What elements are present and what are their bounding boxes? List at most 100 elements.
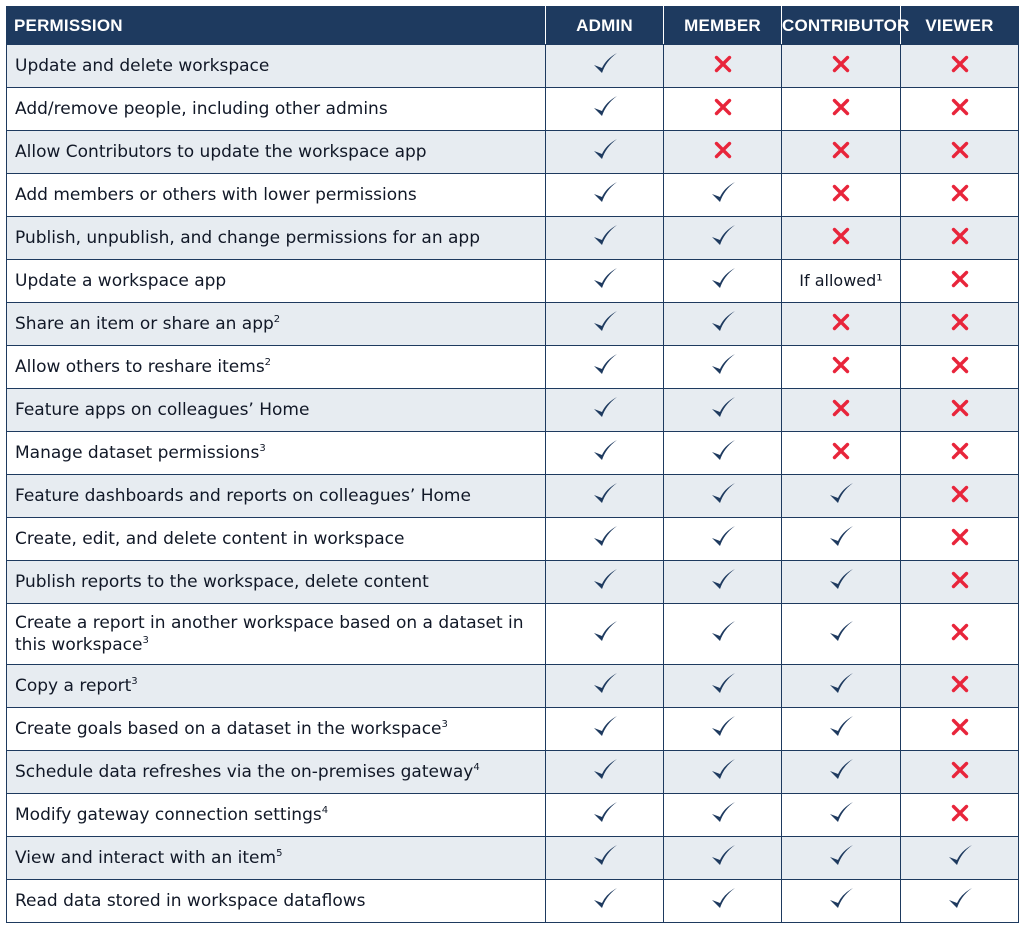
cell-viewer (900, 517, 1019, 561)
cross-icon (832, 399, 850, 422)
permission-label: Modify gateway connection settings4 (6, 793, 546, 837)
cell-admin (545, 173, 664, 217)
column-header-viewer: VIEWER (900, 6, 1019, 45)
permission-text: Feature dashboards and reports on collea… (15, 486, 471, 506)
check-icon (591, 800, 619, 831)
check-icon (591, 524, 619, 555)
cell-member (663, 302, 782, 346)
cell-contributor (781, 345, 901, 389)
permission-text: Feature apps on colleagues’ Home (15, 400, 310, 420)
cross-icon (951, 675, 969, 698)
cell-contributor (781, 793, 901, 837)
footnote-marker: 4 (321, 805, 329, 816)
cell-contributor (781, 431, 901, 475)
table-row: Manage dataset permissions3 (6, 431, 1019, 475)
cross-icon (951, 227, 969, 250)
footnote-marker: 2 (264, 357, 272, 368)
check-icon (709, 619, 737, 650)
cell-member (663, 560, 782, 604)
permission-label: Manage dataset permissions3 (6, 431, 546, 475)
permission-label: Share an item or share an app2 (6, 302, 546, 346)
check-icon (709, 223, 737, 254)
permission-text: Schedule data refreshes via the on-premi… (15, 762, 474, 782)
cell-admin (545, 707, 664, 751)
cell-viewer (900, 560, 1019, 604)
cell-contributor (781, 879, 901, 923)
permission-label: Add/remove people, including other admin… (6, 87, 546, 131)
cell-member (663, 388, 782, 432)
check-icon (709, 524, 737, 555)
permission-label: Add members or others with lower permiss… (6, 173, 546, 217)
check-icon (709, 757, 737, 788)
cell-contributor (781, 216, 901, 260)
cross-icon (832, 313, 850, 336)
cell-member (663, 345, 782, 389)
cell-member (663, 259, 782, 303)
cell-admin (545, 388, 664, 432)
column-header-admin: ADMIN (545, 6, 664, 45)
cross-icon (951, 804, 969, 827)
cell-admin (545, 664, 664, 708)
check-icon (591, 671, 619, 702)
permission-text: Modify gateway connection settings (15, 805, 322, 825)
check-icon (591, 180, 619, 211)
cell-contributor (781, 173, 901, 217)
check-icon (827, 757, 855, 788)
permission-text: Allow Contributors to update the workspa… (15, 142, 427, 162)
cell-contributor (781, 87, 901, 131)
cell-contributor (781, 44, 901, 88)
permission-text: Allow others to reshare items (15, 357, 265, 377)
check-icon (709, 800, 737, 831)
cell-admin (545, 431, 664, 475)
check-icon (827, 843, 855, 874)
cell-admin (545, 879, 664, 923)
permission-label: Create goals based on a dataset in the w… (6, 707, 546, 751)
cell-viewer (900, 302, 1019, 346)
check-icon (591, 266, 619, 297)
check-icon (709, 843, 737, 874)
permission-text: Copy a report (15, 676, 132, 696)
cell-admin (545, 302, 664, 346)
permission-label: Feature dashboards and reports on collea… (6, 474, 546, 518)
check-icon (591, 481, 619, 512)
cell-contributor (781, 836, 901, 880)
cross-icon (951, 718, 969, 741)
cell-member (663, 130, 782, 174)
cross-icon (951, 270, 969, 293)
permission-text: Create goals based on a dataset in the w… (15, 719, 442, 739)
check-icon (827, 524, 855, 555)
permission-label: Copy a report3 (6, 664, 546, 708)
cell-viewer (900, 431, 1019, 475)
check-icon (827, 800, 855, 831)
check-icon (591, 51, 619, 82)
cell-member (663, 431, 782, 475)
permission-text: Publish, unpublish, and change permissio… (15, 228, 481, 248)
permission-text: Manage dataset permissions (15, 443, 260, 463)
cell-contributor (781, 603, 901, 665)
permissions-table-body: Update and delete workspace Add/remove pe… (6, 44, 1019, 923)
check-icon (591, 843, 619, 874)
cell-member (663, 603, 782, 665)
cell-admin (545, 474, 664, 518)
permission-label: Allow Contributors to update the workspa… (6, 130, 546, 174)
table-row: Feature dashboards and reports on collea… (6, 474, 1019, 518)
cell-admin (545, 87, 664, 131)
check-icon (946, 886, 974, 917)
footnote-marker: 3 (259, 443, 266, 454)
cross-icon (951, 399, 969, 422)
cell-member (663, 707, 782, 751)
permission-label: Read data stored in workspace dataflows (6, 879, 546, 923)
cell-viewer (900, 130, 1019, 174)
cell-viewer (900, 87, 1019, 131)
conditional-note: If allowed¹ (799, 271, 883, 290)
table-row: Allow others to reshare items2 (6, 345, 1019, 389)
cell-viewer (900, 173, 1019, 217)
column-header-member: MEMBER (663, 6, 782, 45)
cell-admin (545, 560, 664, 604)
cell-member (663, 216, 782, 260)
footnote-marker: 2 (273, 314, 281, 325)
cell-viewer (900, 707, 1019, 751)
cell-contributor: If allowed¹ (781, 259, 901, 303)
check-icon (591, 137, 619, 168)
